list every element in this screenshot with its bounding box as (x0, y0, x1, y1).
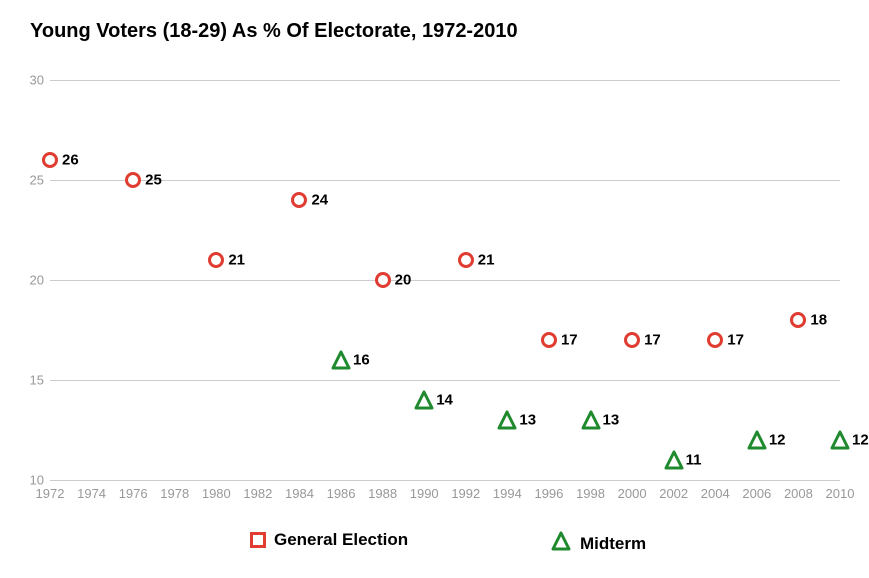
data-point-label: 12 (769, 432, 786, 449)
data-point-marker (291, 192, 307, 208)
x-tick-label: 2006 (742, 486, 771, 501)
data-point-label: 12 (852, 432, 869, 449)
data-point-label: 17 (727, 332, 744, 349)
gridline (50, 80, 840, 81)
gridline (50, 380, 840, 381)
data-point-marker (42, 152, 58, 168)
gridline (50, 480, 840, 481)
x-tick-label: 1998 (576, 486, 605, 501)
y-tick-label: 20 (20, 273, 44, 288)
data-point-label: 26 (62, 152, 79, 169)
data-point-marker (663, 449, 685, 471)
data-point-label: 13 (603, 412, 620, 429)
data-point-marker (829, 429, 851, 451)
x-tick-label: 1972 (36, 486, 65, 501)
data-point-label: 17 (561, 332, 578, 349)
x-tick-label: 2000 (618, 486, 647, 501)
x-tick-label: 1996 (534, 486, 563, 501)
x-tick-label: 1974 (77, 486, 106, 501)
circle-icon (250, 532, 266, 548)
data-point-label: 18 (810, 312, 827, 329)
legend-item: Midterm (550, 530, 646, 557)
data-point-marker (330, 349, 352, 371)
x-tick-label: 1986 (327, 486, 356, 501)
data-point-label: 13 (519, 412, 536, 429)
x-tick-label: 1990 (410, 486, 439, 501)
x-tick-label: 1980 (202, 486, 231, 501)
gridline (50, 280, 840, 281)
data-point-marker (624, 332, 640, 348)
data-point-marker (790, 312, 806, 328)
legend-label: Midterm (580, 534, 646, 554)
x-tick-label: 2008 (784, 486, 813, 501)
legend-label: General Election (274, 530, 408, 550)
plot-area: 2625212420211717171816141313111212 (50, 80, 840, 480)
data-point-marker (496, 409, 518, 431)
x-tick-label: 1976 (119, 486, 148, 501)
data-point-label: 14 (436, 392, 453, 409)
x-tick-label: 1984 (285, 486, 314, 501)
data-point-label: 16 (353, 352, 370, 369)
chart-container: Young Voters (18-29) As % Of Electorate,… (0, 0, 869, 578)
data-point-label: 11 (686, 452, 702, 469)
data-point-marker (125, 172, 141, 188)
data-point-label: 21 (228, 252, 245, 269)
data-point-label: 17 (644, 332, 661, 349)
x-tick-label: 2004 (701, 486, 730, 501)
y-tick-label: 15 (20, 373, 44, 388)
data-point-label: 21 (478, 252, 495, 269)
data-point-marker (746, 429, 768, 451)
data-point-marker (208, 252, 224, 268)
x-tick-label: 1978 (160, 486, 189, 501)
x-tick-label: 1982 (243, 486, 272, 501)
legend-item: General Election (250, 530, 408, 550)
gridline (50, 180, 840, 181)
data-point-marker (375, 272, 391, 288)
data-point-marker (541, 332, 557, 348)
x-tick-label: 2002 (659, 486, 688, 501)
x-tick-label: 1988 (368, 486, 397, 501)
y-tick-label: 30 (20, 73, 44, 88)
triangle-icon (550, 530, 572, 557)
data-point-marker (580, 409, 602, 431)
x-tick-label: 1992 (451, 486, 480, 501)
data-point-marker (413, 389, 435, 411)
chart-title: Young Voters (18-29) As % Of Electorate,… (30, 20, 518, 43)
data-point-marker (707, 332, 723, 348)
data-point-marker (458, 252, 474, 268)
y-tick-label: 25 (20, 173, 44, 188)
x-tick-label: 2010 (826, 486, 855, 501)
data-point-label: 20 (395, 272, 412, 289)
data-point-label: 24 (311, 192, 328, 209)
x-tick-label: 1994 (493, 486, 522, 501)
data-point-label: 25 (145, 172, 162, 189)
